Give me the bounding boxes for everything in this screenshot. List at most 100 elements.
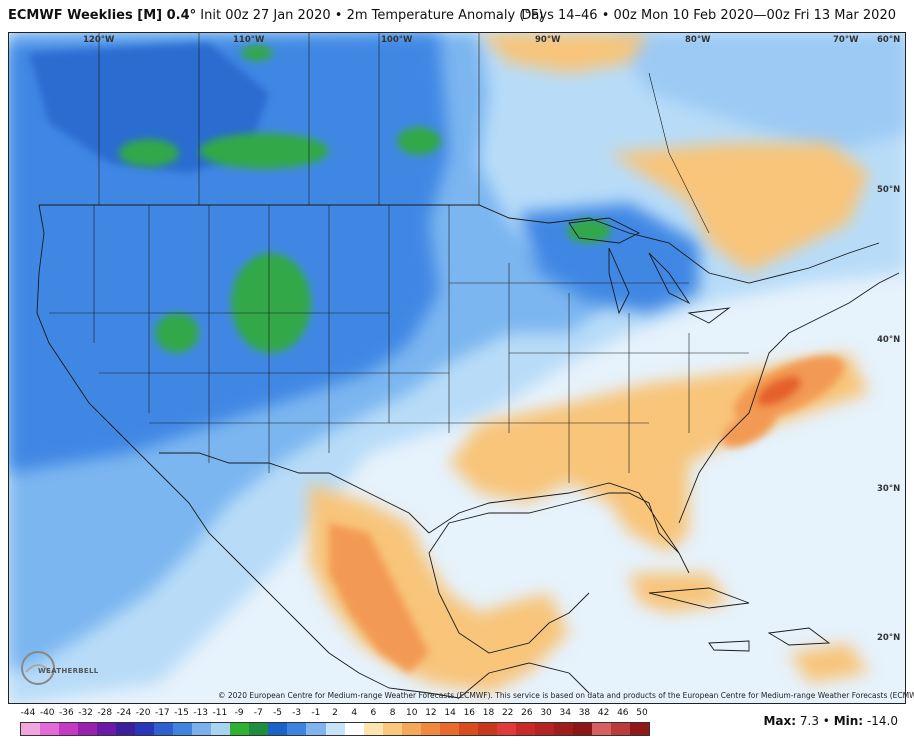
temperature-anomaly-map: 120°W 110°W 100°W 90°W 80°W 70°W 60°N 50… xyxy=(8,32,906,704)
colorbar-swatch xyxy=(306,723,326,735)
colorbar-swatch xyxy=(97,723,117,735)
colorbar-tick-label: -20 xyxy=(135,708,151,718)
colorbar-tick-label: -9 xyxy=(234,708,244,718)
valid-period: Days 14–46 • 00z Mon 10 Feb 2020—00z Fri… xyxy=(521,8,896,23)
colorbar-tick-label: -1 xyxy=(311,708,321,718)
weatherbell-logo xyxy=(21,651,55,685)
colorbar-swatch xyxy=(382,723,402,735)
east-coast xyxy=(678,272,900,524)
anomaly-very-cold-1 xyxy=(29,43,269,173)
max-label: Max: xyxy=(763,714,797,728)
state-lines xyxy=(49,205,749,483)
colorbar-swatch xyxy=(154,723,174,735)
colorbar-swatch xyxy=(591,723,611,735)
colorbar-tick-label: -24 xyxy=(116,708,132,718)
colorbar-tick-label: -32 xyxy=(78,708,93,718)
colorbar-swatch xyxy=(477,723,497,735)
colorbar-tick-label: 38 xyxy=(578,708,591,718)
colorbar-tick-label: -36 xyxy=(59,708,74,718)
colorbar-tick-label: -17 xyxy=(154,708,170,718)
init-time: Init 00z 27 Jan 2020 xyxy=(200,8,331,23)
colorbar-tick-label: 12 xyxy=(425,708,437,718)
colorbar-swatch xyxy=(572,723,592,735)
field-name: 2m Temperature Anomaly (°F) xyxy=(346,8,544,23)
colorbar-swatch xyxy=(21,723,41,735)
colorbar-swatch xyxy=(325,723,345,735)
colorbar-swatch xyxy=(401,723,421,735)
colorbar-tick-label: 14 xyxy=(444,708,456,718)
great-lakes xyxy=(568,217,731,324)
colorbar-tick-label: 6 xyxy=(370,708,377,718)
colorbar-swatch xyxy=(515,723,535,735)
colorbar-tick-label: 26 xyxy=(521,708,533,718)
lon-label-120w: 120°W xyxy=(83,35,115,45)
copyright-notice: © 2020 European Centre for Medium-range … xyxy=(218,691,914,700)
map-canvas xyxy=(9,33,905,703)
lon-label-110w: 110°W xyxy=(233,35,265,45)
colorbar-swatch xyxy=(363,723,383,735)
colorbar-labels: -44 -40 -36 -32 -28 -24 -20 -17 -15 -13 -11 -9 -7 -5-… xyxy=(20,708,650,720)
min-value: -14.0 xyxy=(866,714,898,728)
colorbar-swatch xyxy=(268,723,288,735)
gulf-coast xyxy=(428,482,690,654)
lat-label-40n: 40°N xyxy=(877,335,901,345)
colorbar-tick-label: -28 xyxy=(97,708,113,718)
colorbar-swatch xyxy=(59,723,79,735)
lon-label-80w: 80°W xyxy=(685,35,711,45)
us-canada-border xyxy=(39,204,880,284)
colorbar-tick-label: -40 xyxy=(39,708,55,718)
anomaly-green-spots xyxy=(119,45,611,353)
colorbar-swatch xyxy=(78,723,98,735)
stats: Max: 7.3 • Min: -14.0 xyxy=(763,714,898,728)
colorbar-swatch xyxy=(420,723,440,735)
colorbar-tick-label: 30 xyxy=(540,708,552,718)
colorbar-tick-label: 22 xyxy=(501,708,514,718)
colorbar-tick-label: 34 xyxy=(559,708,571,718)
logo-text: WEATHERBELL xyxy=(38,667,99,675)
caribbean-islands xyxy=(648,587,831,652)
min-label: Min: xyxy=(833,714,864,728)
lat-label-60n: 60°N xyxy=(877,35,901,45)
lon-label-70w: 70°W xyxy=(833,35,859,45)
colorbar-tick-label: 50 xyxy=(636,708,648,718)
west-coast xyxy=(36,204,460,699)
colorbar xyxy=(20,722,650,736)
colorbar-tick-label: 46 xyxy=(617,708,629,718)
colorbar-swatch xyxy=(40,723,60,735)
colorbar-swatch xyxy=(192,723,212,735)
colorbar-swatch xyxy=(249,723,269,735)
colorbar-tick-label: -13 xyxy=(193,708,209,718)
product-name: ECMWF Weeklies [M] 0.4° xyxy=(8,8,197,23)
central-america xyxy=(458,662,590,699)
colorbar-swatch xyxy=(173,723,193,735)
colorbar-swatch xyxy=(610,723,630,735)
colorbar-swatch xyxy=(496,723,516,735)
colorbar-tick-label: 16 xyxy=(463,708,476,718)
lat-label-30n: 30°N xyxy=(877,484,901,494)
colorbar-tick-label: -15 xyxy=(174,708,189,718)
anomaly-cool-northeast xyxy=(609,33,905,153)
colorbar-swatch xyxy=(458,723,478,735)
colorbar-swatch xyxy=(439,723,459,735)
colorbar-tick-label: 10 xyxy=(406,708,418,718)
colorbar-swatch xyxy=(344,723,364,735)
stats-separator: • xyxy=(822,714,830,728)
colorbar-swatch xyxy=(630,723,650,735)
colorbar-swatch xyxy=(230,723,250,735)
colorbar-swatch xyxy=(116,723,136,735)
title-left: ECMWF Weeklies [M] 0.4° Init 00z 27 Jan … xyxy=(8,0,543,32)
colorbar-tick-label: 2 xyxy=(332,708,338,718)
max-value: 7.3 xyxy=(799,714,819,728)
colorbar-tick-label: 42 xyxy=(597,708,610,718)
colorbar-swatch xyxy=(534,723,554,735)
header-separator: • xyxy=(334,8,343,23)
colorbar-tick-label: -44 xyxy=(20,708,36,718)
colorbar-swatch xyxy=(211,723,231,735)
map-boundaries xyxy=(36,33,900,699)
lon-label-100w: 100°W xyxy=(381,35,413,45)
anomaly-hot xyxy=(757,376,801,406)
colorbar-tick-label: -7 xyxy=(253,708,263,718)
colorbar-swatch xyxy=(553,723,573,735)
colorbar-tick-label: 4 xyxy=(351,708,358,718)
colorbar-swatch xyxy=(287,723,307,735)
